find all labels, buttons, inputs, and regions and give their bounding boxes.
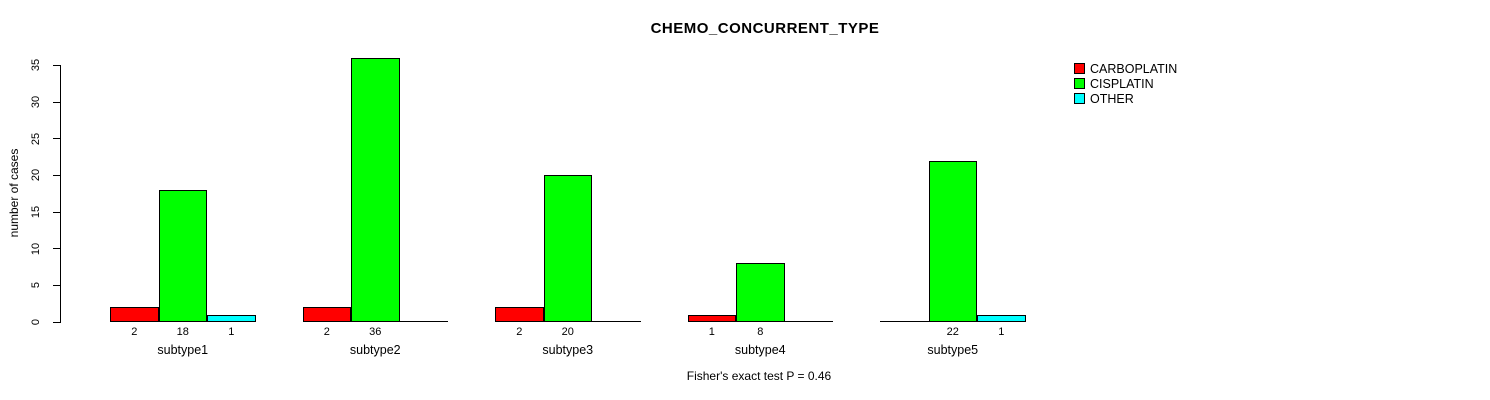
x-category-label-subtype1: subtype1 bbox=[157, 343, 209, 357]
x-category-label-subtype5: subtype5 bbox=[927, 343, 979, 357]
bar-other-subtype5 bbox=[977, 314, 1026, 322]
legend-label: CISPLATIN bbox=[1090, 76, 1154, 91]
bar-cisplatin-subtype5 bbox=[928, 160, 977, 322]
bar-carboplatin-subtype4 bbox=[687, 314, 736, 322]
y-axis-line bbox=[60, 65, 61, 323]
y-axis-tick bbox=[53, 101, 60, 103]
bar-value-label: 2 bbox=[516, 326, 523, 338]
x-category-label-subtype3: subtype3 bbox=[542, 343, 594, 357]
x-category-label-subtype2: subtype2 bbox=[349, 343, 401, 357]
y-axis-tick bbox=[53, 138, 60, 140]
zero-bar-other-subtype3 bbox=[592, 321, 641, 322]
bar-carboplatin-subtype1 bbox=[110, 307, 159, 322]
bar-value-label: 8 bbox=[757, 326, 764, 338]
x-category-label-subtype4: subtype4 bbox=[734, 343, 786, 357]
legend-swatch-carboplatin bbox=[1074, 63, 1085, 74]
bar-other-subtype1 bbox=[207, 314, 256, 322]
bar-carboplatin-subtype2 bbox=[302, 307, 351, 322]
zero-bar-other-subtype2 bbox=[399, 321, 448, 322]
y-axis-tick bbox=[53, 64, 60, 66]
bar-value-label: 2 bbox=[323, 326, 330, 338]
legend-row: CISPLATIN bbox=[1074, 76, 1177, 91]
chart-title: CHEMO_CONCURRENT_TYPE bbox=[650, 20, 880, 37]
legend-label: OTHER bbox=[1090, 91, 1134, 106]
legend-swatch-other bbox=[1074, 93, 1085, 104]
y-axis-tick-label: 15 bbox=[30, 205, 42, 219]
bar-value-label: 1 bbox=[228, 326, 235, 338]
zero-bar-other-subtype4 bbox=[784, 321, 833, 322]
legend-label: CARBOPLATIN bbox=[1090, 61, 1178, 76]
legend-row: OTHER bbox=[1074, 91, 1177, 106]
y-axis-tick-label: 20 bbox=[30, 169, 42, 182]
bar-cisplatin-subtype3 bbox=[543, 175, 592, 322]
bar-value-label: 20 bbox=[561, 326, 574, 338]
y-axis-tick bbox=[53, 284, 60, 286]
bar-cisplatin-subtype2 bbox=[351, 58, 400, 322]
y-axis-tick-label: 30 bbox=[30, 95, 42, 109]
bar-value-label: 18 bbox=[176, 326, 189, 338]
y-axis-tick-label: 10 bbox=[30, 242, 42, 255]
caption: Fisher's exact test P = 0.46 bbox=[686, 369, 832, 383]
legend-row: CARBOPLATIN bbox=[1074, 61, 1177, 76]
bar-value-label: 22 bbox=[946, 326, 959, 338]
bar-value-label: 36 bbox=[369, 326, 382, 338]
y-axis-tick bbox=[53, 174, 60, 176]
zero-bar-carboplatin-subtype5 bbox=[880, 321, 929, 322]
y-axis-tick bbox=[53, 248, 60, 250]
bar-value-label: 1 bbox=[998, 326, 1005, 338]
y-axis-tick-label: 25 bbox=[30, 132, 42, 145]
bar-carboplatin-subtype3 bbox=[495, 307, 544, 322]
legend-swatch-cisplatin bbox=[1074, 78, 1085, 89]
bar-cisplatin-subtype4 bbox=[736, 263, 785, 322]
bar-value-label: 2 bbox=[131, 326, 138, 338]
y-axis-tick bbox=[53, 321, 60, 323]
y-axis-tick-label: 5 bbox=[30, 282, 42, 289]
y-axis-tick-label: 0 bbox=[30, 318, 42, 326]
bar-cisplatin-subtype1 bbox=[158, 190, 207, 322]
legend: CARBOPLATIN CISPLATIN OTHER bbox=[1074, 61, 1177, 106]
y-axis-tick-label: 35 bbox=[30, 59, 42, 72]
y-axis-tick bbox=[53, 211, 60, 213]
bar-value-label: 1 bbox=[708, 326, 715, 338]
